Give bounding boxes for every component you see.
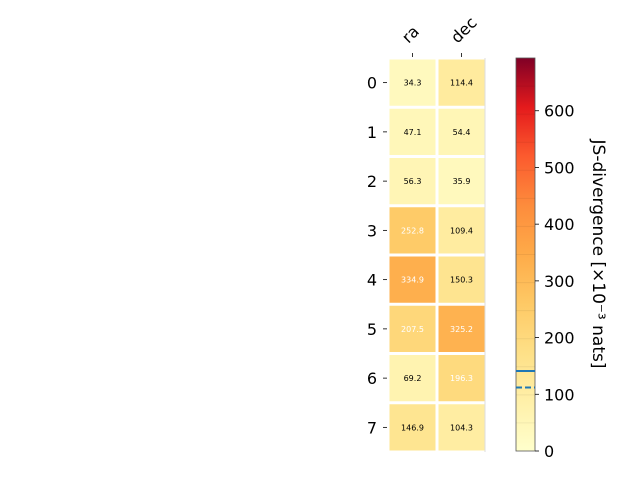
heatmap: 34.3 114.4 47.1 54.4 56.3 35.9 252.8 109.4 334.9… (367, 13, 485, 452)
cell-value-label: 104.3 (450, 423, 473, 432)
y-tick-label: 0 (367, 74, 377, 93)
colorbar: 0 100 200 300 400 500 600 JS-divergence [×10⁻³… (516, 58, 608, 461)
cell-value-label: 252.8 (401, 226, 424, 235)
cell-value-label: 69.2 (404, 374, 422, 383)
colorbar-tick-label: 300 (544, 272, 575, 291)
x-tick-label: ra (398, 22, 423, 47)
colorbar-tick-label: 100 (544, 385, 575, 404)
cell-value-label: 150.3 (450, 276, 473, 285)
colorbar-tick-label: 400 (544, 215, 575, 234)
cell-value-label: 325.2 (450, 325, 473, 334)
colorbar-ticks: 0 100 200 300 400 500 600 (535, 102, 575, 461)
cell-value-label: 114.4 (450, 79, 473, 88)
colorbar-tick-label: 500 (544, 158, 575, 177)
y-tick-label: 3 (367, 221, 377, 240)
cell-value-label: 34.3 (404, 79, 422, 88)
cell-value-label: 334.9 (401, 276, 424, 285)
cell-value-label: 146.9 (401, 423, 424, 432)
colorbar-tick-label: 600 (544, 102, 575, 121)
cell-value-label: 56.3 (404, 177, 422, 186)
y-tick-label: 1 (367, 123, 377, 142)
colorbar-label: JS-divergence [×10⁻³ nats] (588, 139, 608, 369)
y-tick-label: 5 (367, 320, 377, 339)
cell-value-label: 207.5 (401, 325, 424, 334)
cell-value-label: 35.9 (453, 177, 471, 186)
colorbar-tick-label: 0 (544, 442, 554, 461)
cell-value-label: 196.3 (450, 374, 473, 383)
x-tick-label: dec (447, 13, 481, 47)
colorbar-tick-label: 200 (544, 329, 575, 348)
y-tick-label: 2 (367, 172, 377, 191)
cell-value-label: 54.4 (453, 128, 471, 137)
cell-value-label: 47.1 (404, 128, 422, 137)
y-tick-label: 6 (367, 369, 377, 388)
cell-value-label: 109.4 (450, 226, 473, 235)
y-tick-label: 4 (367, 271, 377, 290)
y-tick-label: 7 (367, 418, 377, 437)
